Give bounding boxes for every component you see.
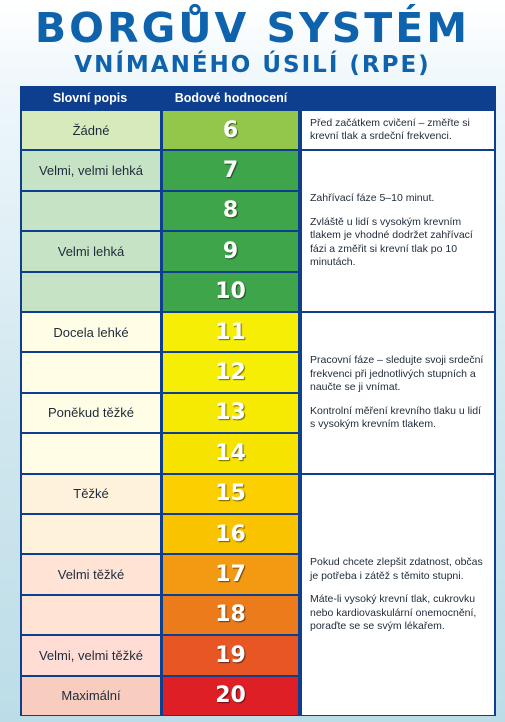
description-cell: Velmi lehká xyxy=(22,232,160,271)
score-cell: 12 xyxy=(163,353,298,392)
score-cell: 10 xyxy=(163,272,298,311)
note-paragraph: Pokud chcete zlepšit zdatnost, občas je … xyxy=(310,556,483,582)
description-cell: Těžké xyxy=(22,474,160,513)
note-block: Zahřívací fáze 5–10 minut. Zvláště u lidí… xyxy=(302,151,494,311)
note-block: Pokud chcete zlepšit zdatnost, občas je … xyxy=(302,474,494,715)
score-cell: 8 xyxy=(163,191,298,231)
description-cell: Žádné xyxy=(22,111,160,150)
description-cell: Velmi, velmi těžké xyxy=(22,636,160,675)
note-paragraph: Kontrolní měření krevního tlaku u lidí s… xyxy=(310,404,482,431)
score-cell: 20 xyxy=(163,676,298,715)
description-cell: Poněkud těžké xyxy=(22,393,160,433)
note-paragraph: Pracovní fáze – sledujte svoji srdeční f… xyxy=(310,354,484,394)
score-cell: 9 xyxy=(163,232,298,271)
description-cell: Velmi těžké xyxy=(22,555,160,594)
note-paragraph: Zvláště u lidí s vysokým krevním tlakem … xyxy=(310,215,473,269)
note-paragraph: Zahřívací fáze 5–10 minut. xyxy=(310,192,435,205)
score-cell: 19 xyxy=(163,636,298,675)
rpe-table: Slovní popis Bodové hodnocení Žádné 6 Velm… xyxy=(20,86,496,716)
description-cell xyxy=(22,272,160,311)
header-description: Slovní popis xyxy=(52,91,128,105)
description-cell: Docela lehké xyxy=(22,313,160,352)
description-cell xyxy=(22,434,160,473)
title-line-2: VNÍMANÉHO ÚSILÍ (RPE) xyxy=(74,52,431,78)
description-cell xyxy=(22,595,160,635)
score-cell: 7 xyxy=(163,151,298,190)
score-cell: 6 xyxy=(163,111,298,150)
description-cell: Maximální xyxy=(22,676,160,715)
description-cell xyxy=(22,353,160,392)
score-cell: 17 xyxy=(163,555,298,594)
note-paragraph: Máte-li vysoký krevní tlak, cukrovku neb… xyxy=(310,593,477,633)
description-cell xyxy=(22,515,160,554)
note-paragraph: Před začátkem cvičení – změřte si krevní… xyxy=(310,116,470,143)
score-cell: 15 xyxy=(163,474,298,513)
description-cell: Velmi, velmi lehká xyxy=(22,151,160,190)
score-cell: 14 xyxy=(163,434,298,473)
score-cell: 16 xyxy=(163,515,298,554)
score-cell: 13 xyxy=(163,393,298,433)
score-cell: 11 xyxy=(163,313,298,352)
score-cell: 18 xyxy=(163,595,298,635)
header-score: Bodové hodnocení xyxy=(174,91,288,105)
title-line-1: BORGŮV SYSTÉM xyxy=(34,4,471,52)
note-block: Pracovní fáze – sledujte svoji srdeční f… xyxy=(302,313,494,473)
description-cell xyxy=(22,191,160,231)
note-block: Před začátkem cvičení – změřte si krevní… xyxy=(302,111,494,150)
